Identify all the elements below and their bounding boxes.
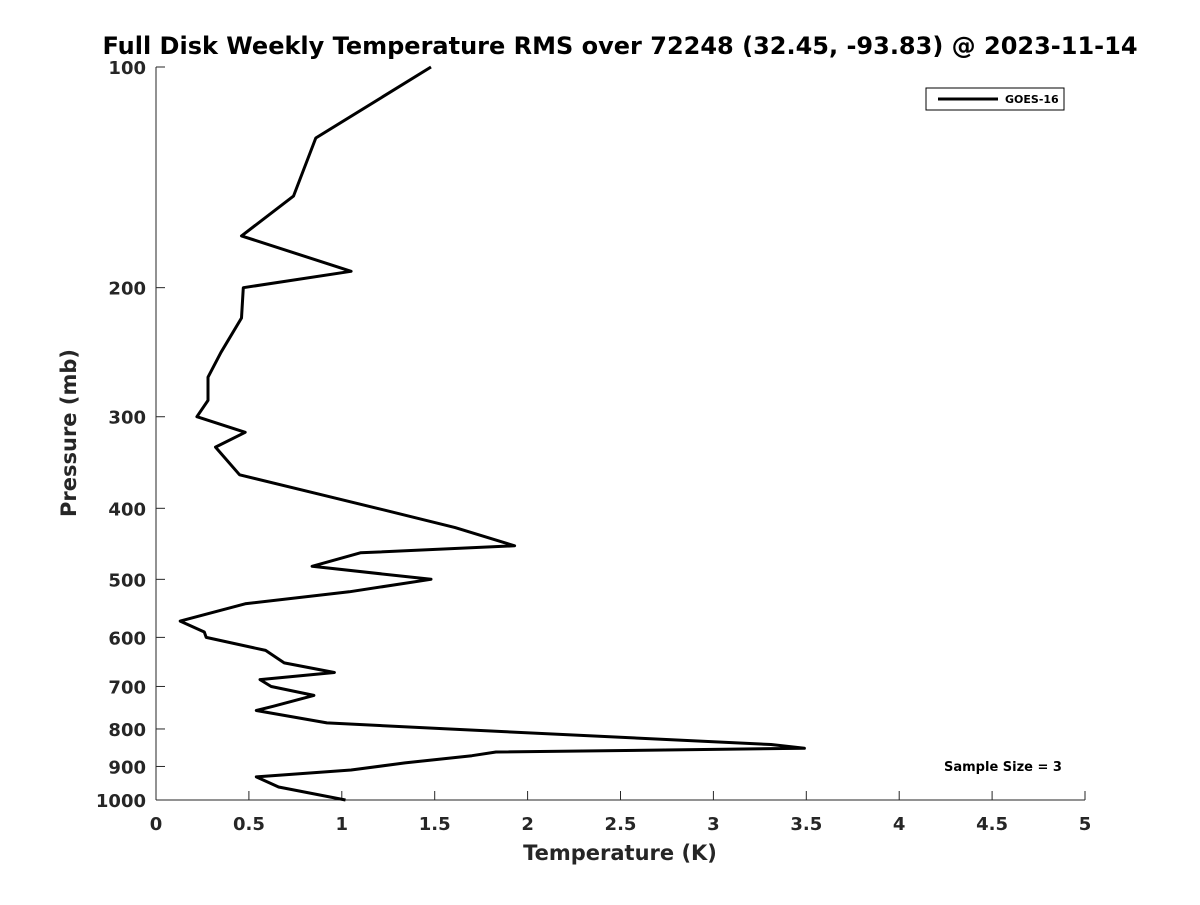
legend: GOES-16	[925, 87, 1065, 111]
y-tick-label: 800	[108, 720, 146, 741]
x-tick-label: 4.5	[976, 814, 1008, 835]
x-tick-label: 0.5	[233, 814, 265, 835]
y-axis-label: Pressure (mb)	[57, 349, 81, 517]
y-tick-label: 300	[108, 408, 146, 429]
y-tick-label: 500	[108, 570, 146, 591]
sample-size-annotation: Sample Size = 3	[944, 760, 1062, 775]
chart-title: Full Disk Weekly Temperature RMS over 72…	[102, 32, 1137, 60]
x-tick-label: 4	[893, 814, 906, 835]
y-tick-label: 200	[108, 279, 146, 300]
plot-area: 0 0.5 1 1.5 2 2.5 3 3.5 4 4.5 5 100 200 300 400 500 600 7…	[96, 58, 1091, 835]
y-tick-label: 700	[108, 677, 146, 698]
x-tick-label: 2.5	[605, 814, 637, 835]
x-tick-label: 3	[707, 814, 720, 835]
y-tick-label: 400	[108, 499, 146, 520]
x-tick-label: 5	[1079, 814, 1092, 835]
x-tick-label: 2	[521, 814, 534, 835]
x-tick-label: 0	[150, 814, 163, 835]
x-tick-label: 3.5	[790, 814, 822, 835]
y-tick-label: 600	[108, 628, 146, 649]
x-tick-label: 1.5	[419, 814, 451, 835]
x-tick-label: 1	[336, 814, 349, 835]
legend-label-goes-16: GOES-16	[1005, 93, 1059, 106]
y-tick-label: 1000	[96, 791, 146, 812]
y-tick-label: 900	[108, 757, 146, 778]
x-axis-label: Temperature (K)	[523, 841, 717, 865]
series-line-goes-16	[178, 65, 806, 802]
y-tick-label: 100	[108, 58, 146, 79]
